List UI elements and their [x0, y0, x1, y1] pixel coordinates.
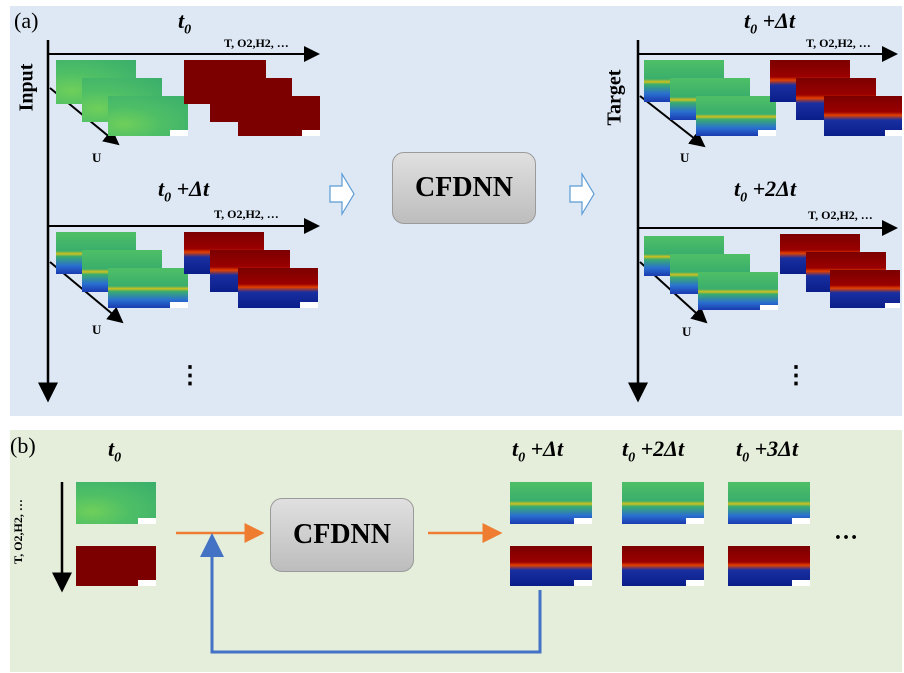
- cfdnn-model-box-a: CFDNN: [392, 152, 536, 224]
- panel-b-label: (b): [10, 433, 36, 458]
- feedback-loop-arrow: [200, 533, 542, 654]
- hollow-arrow-right: [569, 171, 595, 217]
- b-time-t0: t0: [108, 436, 122, 466]
- field-image: [622, 546, 704, 586]
- field-image: [728, 482, 810, 524]
- a-target-vars-label-2: T, O2,H2, …: [808, 208, 873, 222]
- field-image: [696, 96, 776, 136]
- field-image: [238, 268, 318, 308]
- b-time-t0-2dt: t0 +2Δt: [622, 436, 685, 466]
- hollow-arrow-left: [329, 171, 355, 217]
- a-vars-label-2: T, O2,H2, …: [214, 207, 279, 221]
- b-vars-label: T, O2,H2, …: [10, 499, 25, 564]
- field-image: [728, 546, 810, 586]
- a-vars-label-1: T, O2,H2, …: [224, 36, 289, 50]
- field-image: [510, 482, 592, 524]
- field-image: [824, 96, 902, 136]
- a-time-t0-dt: t0 +Δt: [158, 176, 210, 206]
- a-time-t0: t0: [178, 8, 192, 38]
- a-target-time-t0-dt: t0 +Δt: [744, 8, 796, 38]
- a-input-ellipsis: ⋮: [178, 363, 202, 389]
- input-label: Input: [15, 63, 38, 112]
- a-target-ellipsis: ⋮: [784, 363, 808, 389]
- field-image: [830, 270, 900, 308]
- field-image: [622, 482, 704, 524]
- field-image: [76, 546, 156, 586]
- field-image: [238, 96, 320, 136]
- field-image: [510, 546, 592, 586]
- target-u-axis-1: [639, 95, 706, 148]
- field-image: [76, 482, 156, 524]
- b-time-t0-3dt: t0 +3Δt: [736, 436, 799, 466]
- b-ellipsis: …: [834, 519, 858, 545]
- field-image: [108, 96, 188, 136]
- b-time-t0-dt: t0 +Δt: [512, 436, 564, 466]
- field-image: [698, 272, 778, 310]
- a-target-u-label-1: U: [680, 150, 690, 165]
- target-label: Target: [603, 69, 626, 126]
- cfdnn-model-box-b: CFDNN: [270, 498, 414, 572]
- a-target-vars-label-1: T, O2,H2, …: [806, 36, 871, 50]
- a-target-time-t0-2dt: t0 +2Δt: [734, 176, 797, 206]
- field-image: [108, 268, 188, 308]
- a-u-label-1: U: [92, 150, 102, 165]
- a-u-label-2: U: [92, 322, 102, 337]
- panel-a-label: (a): [14, 8, 39, 33]
- a-target-u-label-2: U: [682, 324, 692, 339]
